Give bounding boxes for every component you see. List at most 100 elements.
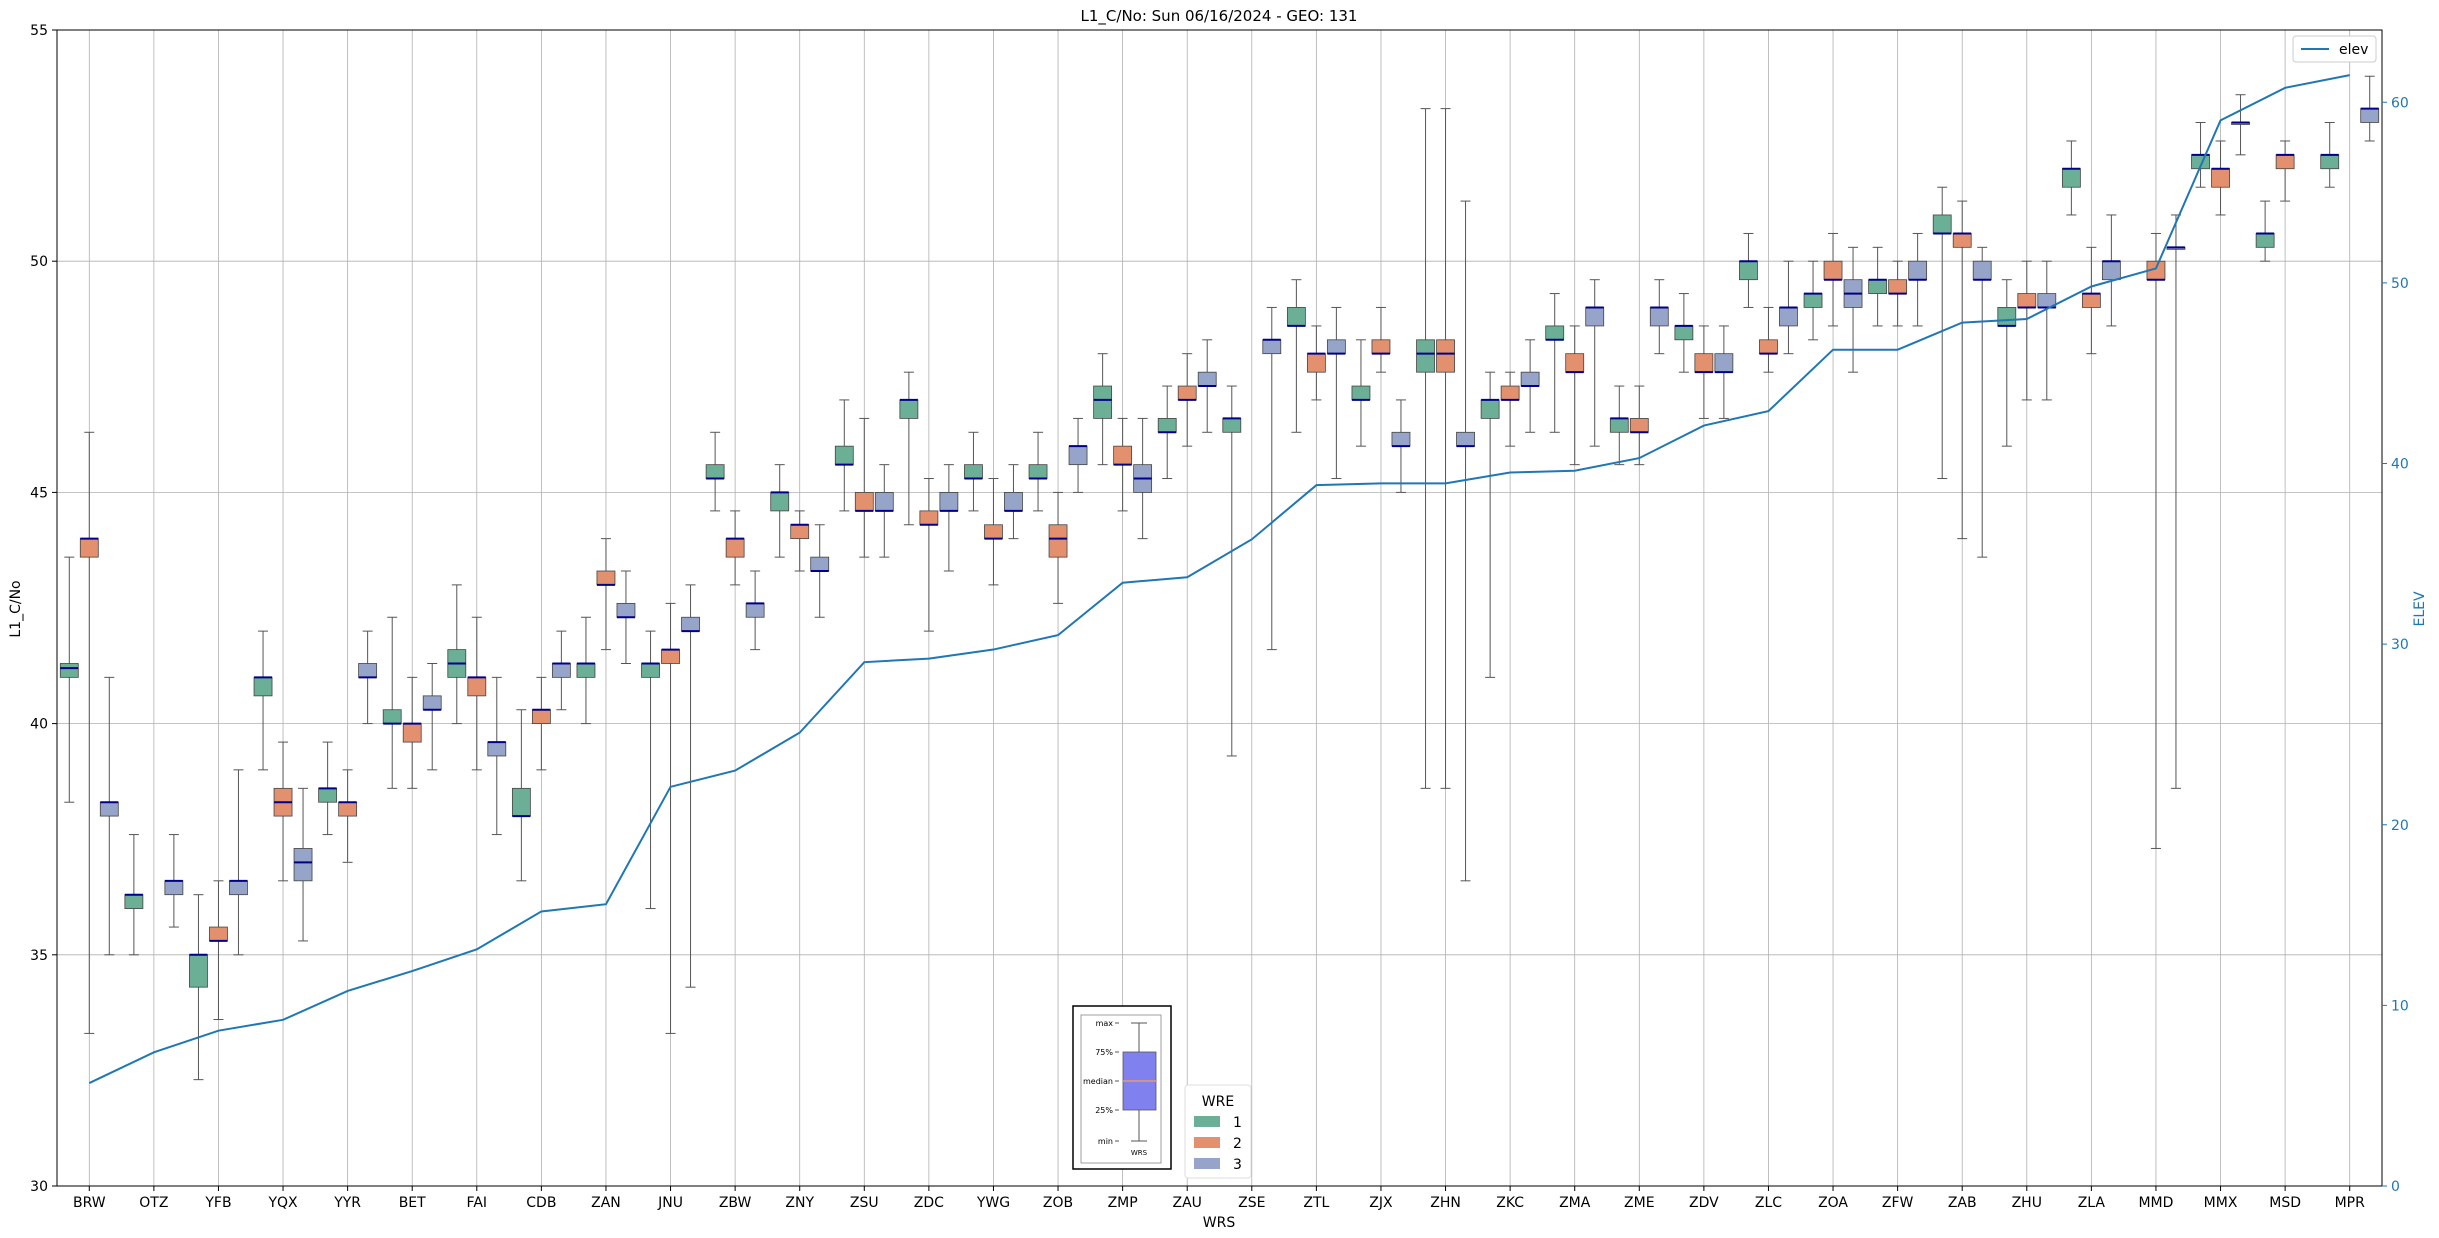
box-ZME-wre2: [1629, 385, 1649, 466]
x-tick-label: JNU: [657, 1195, 683, 1211]
box-ZMA-wre1: [1545, 293, 1565, 433]
box: [1972, 260, 1992, 281]
box-OTZ-wre3: [164, 834, 184, 928]
y2-tick-label: 0: [2391, 1179, 2400, 1195]
box: [1306, 353, 1326, 373]
box: [1262, 339, 1282, 355]
box-ZHU-wre1: [1997, 279, 2017, 447]
box: [99, 801, 119, 817]
box: [1759, 339, 1778, 355]
box-legend-inset: max 75% median 25% min WRS: [1072, 1005, 1172, 1170]
box: [1779, 307, 1798, 327]
box-ZHN-wre1: [1416, 108, 1435, 789]
box-ZOB-wre2: [1048, 491, 1068, 604]
x-tick-label: ZSU: [850, 1195, 879, 1211]
box: [984, 524, 1003, 540]
y-tick-label: 55: [30, 23, 48, 39]
box: [59, 663, 79, 678]
y-tick-label: 50: [30, 254, 48, 270]
box-legend-label: 25%: [1095, 1106, 1113, 1115]
box: [338, 801, 358, 817]
y2-tick-label: 30: [2391, 637, 2409, 653]
x-tick-label: YQX: [267, 1195, 298, 1211]
elev-legend-frame: [2292, 35, 2377, 63]
box: [2017, 293, 2037, 308]
box-ZSU-wre2: [854, 417, 874, 558]
y-tick-label: 45: [30, 485, 48, 501]
box-ZTL-wre3: [1326, 306, 1346, 480]
box-YFB-wre2: [209, 880, 228, 1021]
plot-frame: [56, 29, 2383, 1187]
box-YYR-wre3: [358, 630, 378, 725]
x-tick-label: MMD: [2138, 1195, 2173, 1211]
box-ZLA-wre1: [2061, 140, 2081, 216]
axes: 30 35 40 45 50 55 0 10 20 30 40 50 60 BRW OTZ YFB YQX YYR…: [30, 23, 2409, 1211]
box: [422, 695, 442, 711]
wre-legend-swatch: [1194, 1137, 1220, 1148]
box: [576, 663, 596, 678]
box: [1803, 293, 1823, 308]
box: [2061, 168, 2081, 188]
elev-legend: elev: [2292, 35, 2377, 63]
box-ZFW-wre2: [1888, 260, 1908, 327]
box-plots: [59, 75, 2380, 1081]
box-ZSE-wre1: [1222, 385, 1242, 757]
box-ZMP-wre1: [1093, 353, 1113, 466]
box: [2275, 154, 2295, 170]
box-ZHU-wre2: [2017, 260, 2037, 401]
box-ZKC-wre1: [1480, 371, 1500, 678]
box: [770, 491, 790, 512]
box: [382, 709, 402, 725]
box-ZMA-wre2: [1565, 325, 1585, 466]
box: [1823, 260, 1843, 281]
box-YFB-wre1: [189, 894, 208, 1081]
box-ZAU-wre3: [1197, 339, 1217, 433]
box: [1068, 445, 1088, 466]
box: [2211, 168, 2230, 188]
box: [531, 709, 551, 725]
x-tick-label: ZBW: [719, 1195, 752, 1211]
box: [318, 787, 338, 803]
box: [253, 676, 273, 697]
box-ZDV-wre1: [1674, 293, 1694, 373]
box-ZTL-wre2: [1306, 325, 1326, 401]
box-YQX-wre2: [273, 741, 293, 882]
box-ZNY-wre2: [790, 510, 810, 572]
box-BRW-wre3: [99, 676, 119, 956]
box: [229, 880, 248, 896]
box-OTZ-wre1: [124, 834, 144, 956]
x-tick-label: ZOA: [1818, 1195, 1848, 1211]
box: [616, 602, 636, 618]
box-ZBW-wre2: [725, 510, 745, 586]
box-legend-inner-frame: [1080, 1014, 1162, 1164]
box-ZMP-wre3: [1133, 417, 1153, 540]
box: [551, 663, 571, 678]
box: [487, 741, 507, 757]
box: [2360, 108, 2380, 123]
y-tick-label: 35: [30, 948, 48, 964]
box-ZAU-wre2: [1177, 353, 1197, 447]
x-tick-label: YWG: [976, 1195, 1010, 1211]
box-legend-label: min: [1098, 1137, 1113, 1146]
y2-tick-label: 20: [2391, 818, 2409, 834]
x-tick-label: OTZ: [139, 1195, 168, 1211]
box-ZLA-wre3: [2101, 214, 2121, 327]
box: [189, 954, 208, 988]
box-CDB-wre1: [511, 709, 531, 882]
box-FAI-wre1: [447, 584, 467, 725]
box: [1674, 325, 1694, 341]
wre-legend-label: 2: [1233, 1136, 1242, 1152]
box: [919, 510, 939, 526]
x-tick-label: ZHU: [2012, 1195, 2042, 1211]
box: [467, 676, 487, 697]
box-ZKC-wre3: [1520, 339, 1540, 433]
wre-legend-title: WRE: [1202, 1094, 1234, 1110]
box: [402, 723, 422, 743]
box: [1480, 399, 1500, 419]
x-tick-label: ZAB: [1948, 1195, 1977, 1211]
box: [2255, 233, 2275, 248]
box-ZAN-wre2: [596, 538, 616, 651]
box-ZJX-wre3: [1391, 399, 1411, 493]
box-ZMA-wre3: [1585, 279, 1605, 447]
wre-legend-label: 3: [1233, 1157, 1242, 1173]
